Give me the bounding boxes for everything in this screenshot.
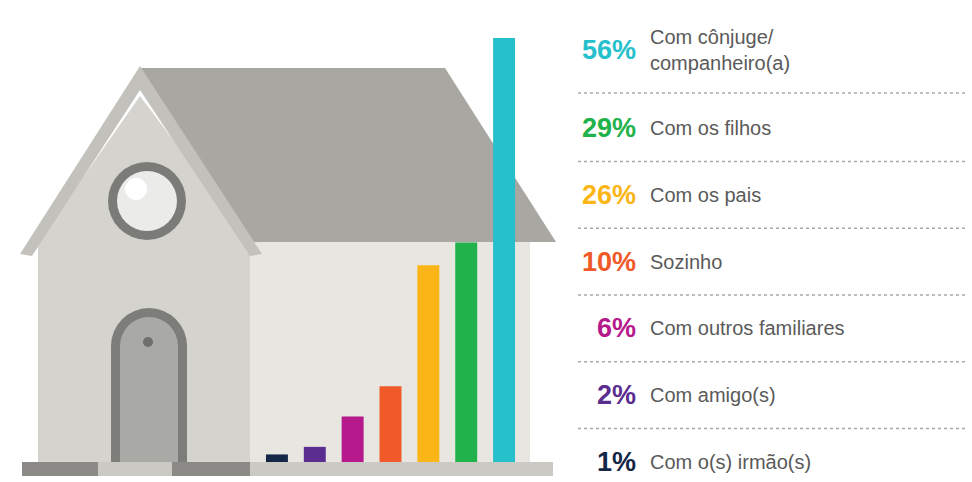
svg-text:Sozinho: Sozinho	[650, 251, 722, 273]
svg-text:Com os filhos: Com os filhos	[650, 117, 771, 139]
svg-text:Com cônjuge/companheiro(a): Com cônjuge/companheiro(a)	[650, 26, 790, 74]
svg-text:2%: 2%	[597, 380, 636, 410]
svg-text:Com os pais: Com os pais	[650, 184, 761, 206]
svg-text:56%: 56%	[582, 35, 636, 65]
svg-text:26%: 26%	[582, 180, 636, 210]
svg-text:29%: 29%	[582, 113, 636, 143]
svg-text:Com outros familiares: Com outros familiares	[650, 317, 845, 339]
svg-text:10%: 10%	[582, 247, 636, 277]
svg-text:Com amigo(s): Com amigo(s)	[650, 384, 776, 406]
svg-text:Com o(s) irmão(s): Com o(s) irmão(s)	[650, 451, 811, 473]
svg-text:1%: 1%	[597, 447, 636, 477]
svg-text:6%: 6%	[597, 313, 636, 343]
